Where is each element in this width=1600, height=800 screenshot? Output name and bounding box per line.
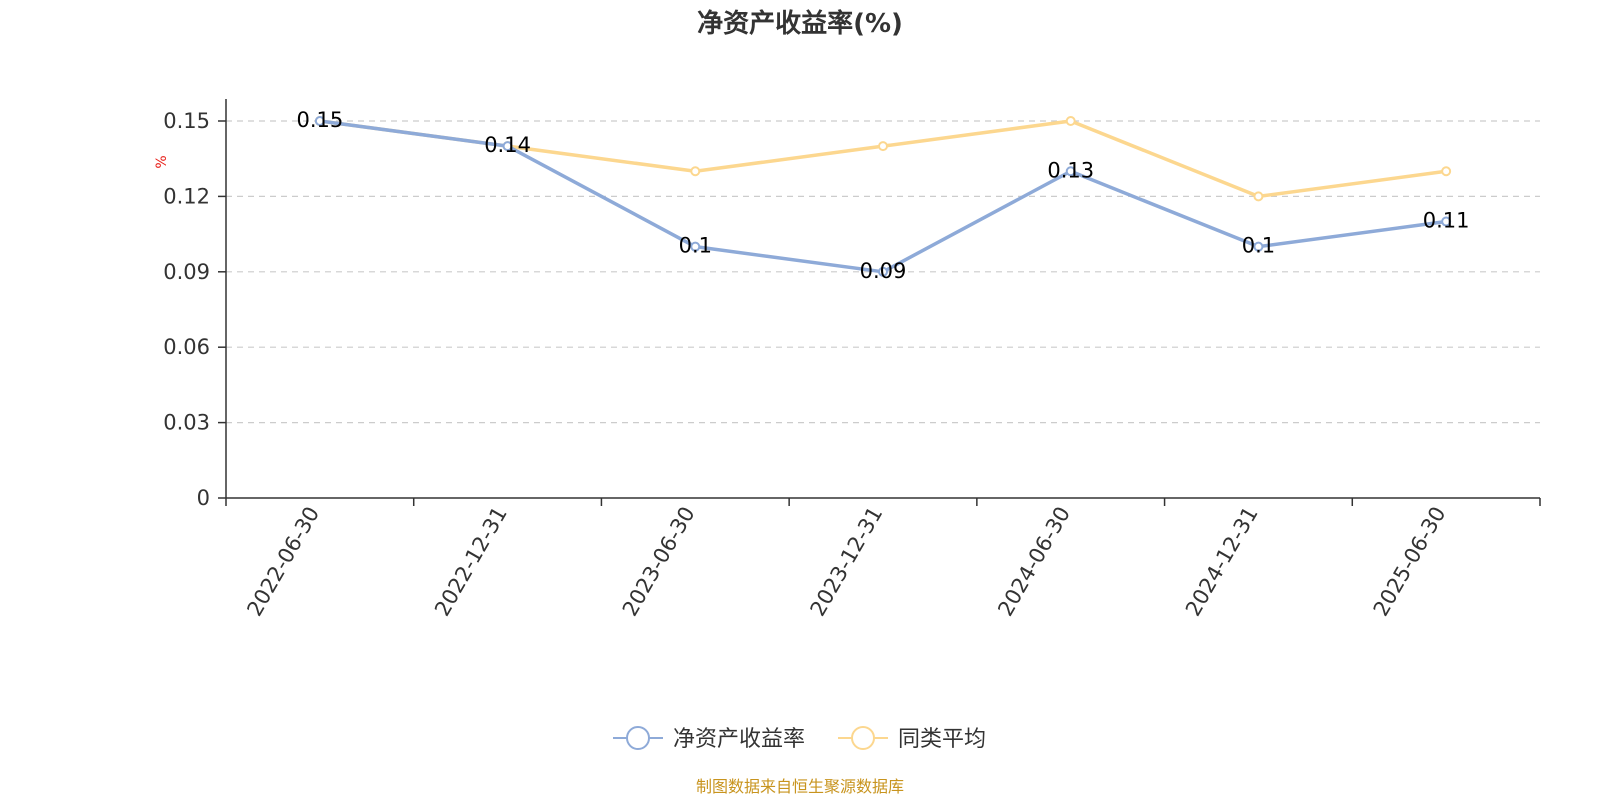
y-tick-label: 0 [197, 486, 210, 510]
data-point [1065, 166, 1076, 177]
y-tick-label: 0.15 [163, 109, 210, 133]
x-tick-label: 2023-12-31 [806, 503, 888, 621]
x-tick-label: 2024-06-30 [993, 503, 1075, 621]
x-tick-label: 2022-06-30 [242, 503, 324, 621]
y-tick-label: 0.06 [163, 335, 210, 359]
legend[interactable]: 净资产收益率 同类平均 [613, 726, 986, 752]
data-label: 0.13 [1047, 158, 1094, 182]
grid-lines [226, 120, 1540, 424]
data-point [1065, 116, 1076, 126]
data-label: 0.11 [1423, 209, 1470, 233]
data-label: 0.15 [296, 108, 343, 132]
data-point [690, 241, 701, 252]
x-tick-label: 2024-12-31 [1181, 503, 1263, 621]
x-tick-label: 2023-06-30 [618, 503, 700, 621]
x-tick-label: 2025-06-30 [1369, 503, 1451, 621]
legend-circle-icon [851, 726, 875, 750]
y-tick-label: 0.09 [163, 260, 210, 284]
data-point [314, 116, 325, 126]
data-point [690, 166, 701, 177]
axes: 0 0.03 0.06 0.09 0.12 0.15 2022-06-30 2022-12-3… [163, 99, 1541, 621]
data-label: 0.1 [1242, 234, 1275, 258]
data-point [1253, 241, 1264, 252]
y-axis-unit-label: % [154, 155, 170, 168]
legend-circle-icon [626, 726, 650, 750]
chart-title: 净资产收益率(%) [697, 8, 903, 39]
legend-item[interactable]: 同类平均 [838, 726, 986, 752]
data-point [1253, 191, 1264, 202]
data-point [1441, 166, 1452, 177]
data-point [502, 141, 513, 152]
y-tick-label: 0.03 [163, 411, 210, 435]
source-note: 制图数据来自恒生聚源数据库 [696, 777, 904, 796]
legend-label: 同类平均 [898, 727, 986, 752]
data-label: 0.14 [484, 133, 531, 157]
y-tick-label: 0.12 [163, 184, 210, 208]
data-labels: 0.15 0.14 0.1 0.09 0.13 0.1 0.11 [296, 108, 1469, 283]
data-point [1441, 216, 1452, 227]
data-label: 0.1 [679, 234, 712, 258]
legend-item[interactable]: 净资产收益率 [613, 726, 805, 752]
data-point [878, 266, 888, 277]
series-lines [314, 116, 1452, 277]
data-label: 0.09 [860, 259, 907, 283]
x-tick-label: 2022-12-31 [430, 503, 512, 621]
legend-label: 净资产收益率 [673, 727, 805, 752]
data-point [878, 141, 888, 152]
